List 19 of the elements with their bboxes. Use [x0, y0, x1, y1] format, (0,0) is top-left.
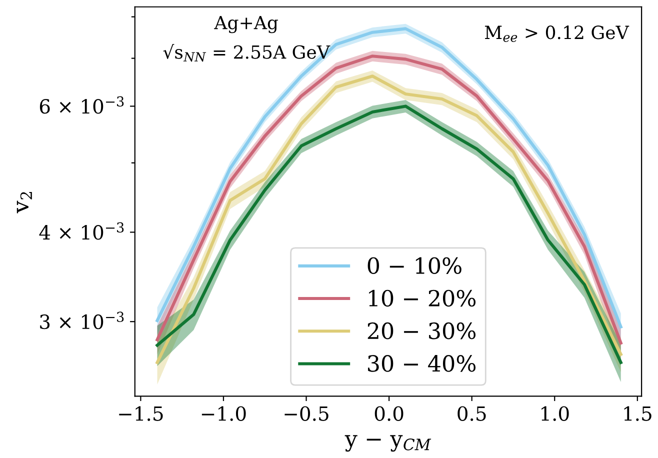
y-tick-label: 6 × 10$^{−3}$	[40, 96, 124, 114]
y-tick-label: 3 × 10$^{−3}$	[40, 312, 124, 330]
x-tick-label: 0.5	[458, 406, 486, 421]
x-axis-title: y − y$_{CM}$	[344, 435, 432, 452]
x-tick-label: 1.0	[542, 406, 569, 421]
y-tick-label: 4 × 10$^{−3}$	[39, 222, 124, 240]
x-tick-label: 1.5	[624, 406, 652, 421]
annotation: √s$_{NN}$ = 2.55A GeV	[163, 44, 330, 62]
legend-label: 10 − 20%	[369, 290, 476, 307]
annotation: M$_{ee}$ > 0.12 GeV	[484, 26, 630, 42]
annotation: Ag+Ag	[214, 16, 278, 34]
x-tick-label: 0.0	[374, 406, 404, 421]
legend-label: 30 − 40%	[368, 355, 476, 372]
legend-label: 0 − 10%	[368, 257, 462, 274]
x-tick-label: −1.5	[119, 406, 163, 421]
x-tick-label: −0.5	[284, 406, 328, 421]
y-axis-title: v$_{2}$	[16, 192, 32, 214]
x-tick-label: −1.0	[202, 406, 246, 421]
legend-label: 20 − 30%	[368, 322, 476, 340]
